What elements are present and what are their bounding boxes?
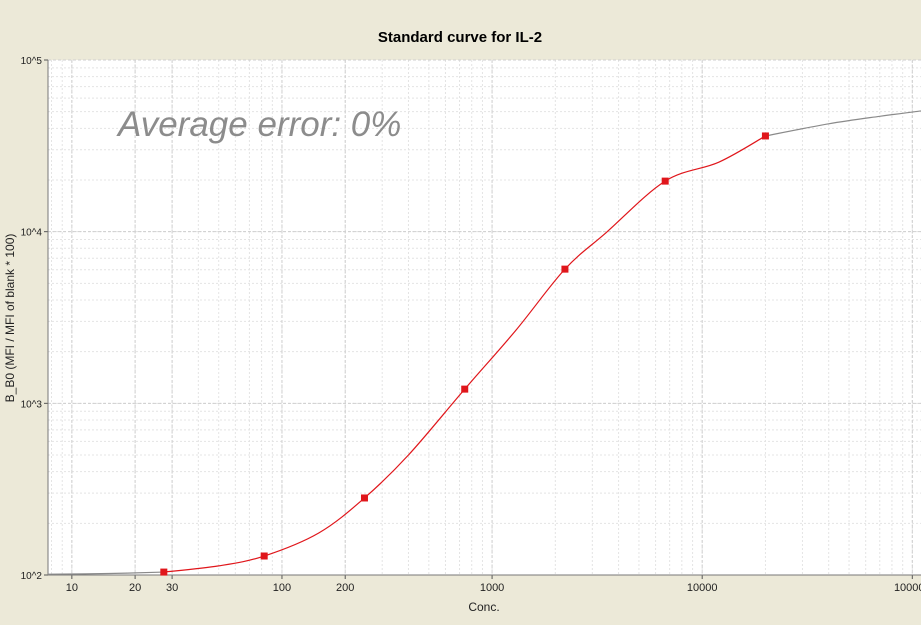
x-tick-label: 100 (273, 582, 291, 594)
y-tick-label: 10^2 (21, 571, 43, 582)
fit-curve (765, 110, 921, 137)
x-tick-label: 100000 (894, 582, 921, 594)
x-tick-label: 10000 (687, 582, 718, 594)
marks (47, 110, 921, 576)
data-point (360, 494, 368, 502)
chart-title: Standard curve for IL-2 (378, 29, 542, 46)
annotation: Average error: 0% (116, 105, 401, 144)
data-point (461, 385, 469, 393)
grid (44, 59, 921, 579)
plot-area (48, 60, 921, 575)
data-point (561, 265, 569, 273)
y-axis-label: B_B0 (MFI / MFI of blank * 100) (3, 234, 17, 403)
data-point (661, 177, 669, 185)
x-axis-label: Conc. (468, 600, 499, 614)
fit-curve (47, 571, 164, 575)
x-tick-label: 10 (66, 582, 78, 594)
data-point (260, 552, 268, 560)
x-tick-label: 20 (129, 582, 141, 594)
x-tick-label: 30 (166, 582, 178, 594)
data-point (160, 568, 168, 576)
x-tick-label: 200 (336, 582, 354, 594)
x-tick-label: 1000 (480, 582, 504, 594)
y-tick-label: 10^4 (21, 228, 43, 239)
y-tick-label: 10^5 (21, 56, 43, 67)
y-tick-label: 10^3 (21, 399, 43, 410)
data-point (761, 132, 769, 140)
